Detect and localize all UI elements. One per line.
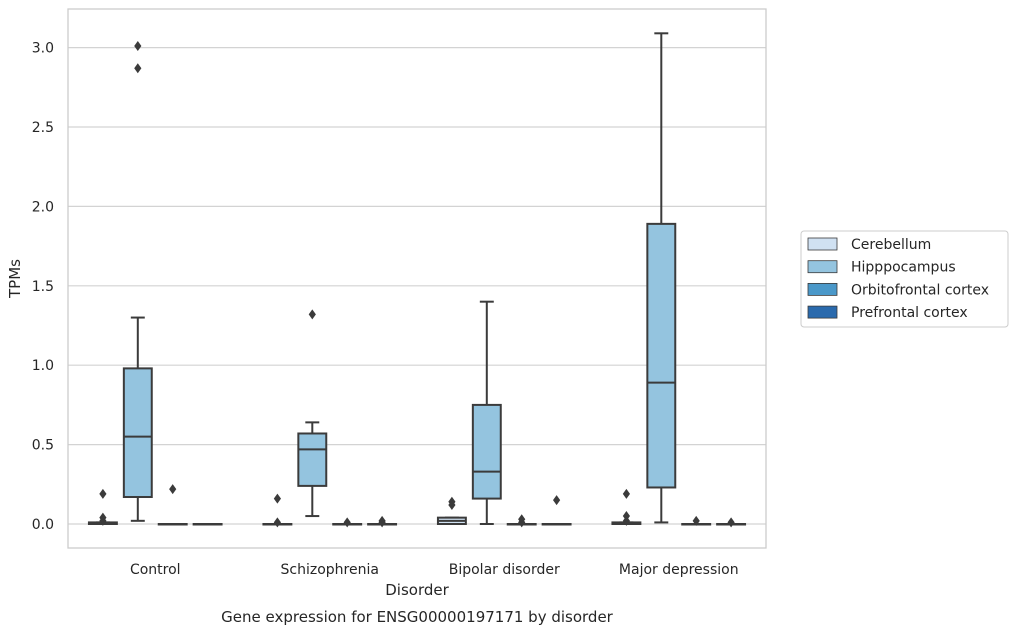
legend-swatch bbox=[807, 260, 838, 274]
series-orbitofrontal-cortex bbox=[157, 484, 712, 528]
y-axis-label: TPMs bbox=[6, 259, 24, 299]
x-tick-labels: Control Schizophrenia Bipolar disorder Majo… bbox=[130, 562, 739, 578]
y-tick-label: 3.0 bbox=[32, 41, 54, 57]
series-hipppocampus bbox=[122, 32, 677, 525]
box-major-depression bbox=[646, 32, 677, 524]
outlier-point bbox=[622, 488, 630, 499]
boxplot-series bbox=[87, 32, 747, 528]
outlier-point bbox=[273, 493, 281, 504]
chart-caption: Gene expression for ENSG00000197171 by d… bbox=[221, 608, 614, 626]
x-tick-label: Bipolar disorder bbox=[449, 562, 560, 578]
legend-frame bbox=[800, 230, 1009, 328]
y-tick-labels: 0.0 0.5 1.0 1.5 2.0 2.5 3.0 bbox=[32, 41, 54, 533]
legend-item: Cerebellum bbox=[807, 237, 931, 253]
legend-item: Hipppocampus bbox=[807, 260, 956, 276]
plot-frame bbox=[67, 8, 767, 549]
series-prefrontal-cortex bbox=[192, 495, 747, 528]
box-major-depression bbox=[681, 515, 712, 526]
legend-label: Cerebellum bbox=[851, 237, 931, 253]
outlier-point bbox=[134, 63, 142, 74]
box-schizophrenia bbox=[297, 309, 328, 518]
y-tick-label: 1.0 bbox=[32, 358, 54, 374]
box-bipolar-disorder bbox=[506, 514, 537, 528]
outlier-point bbox=[378, 517, 386, 528]
outlier-point bbox=[169, 484, 177, 495]
x-axis-label: Disorder bbox=[385, 581, 449, 599]
legend-swatch bbox=[807, 282, 838, 296]
box-schizophrenia bbox=[332, 517, 363, 528]
y-tick-label: 1.5 bbox=[32, 279, 54, 295]
legend-label: Orbitofrontal cortex bbox=[851, 282, 989, 298]
y-tick-label: 2.5 bbox=[32, 120, 54, 136]
legend-swatch bbox=[807, 237, 838, 251]
outlier-point bbox=[448, 499, 456, 510]
y-tick-label: 2.0 bbox=[32, 199, 54, 215]
legend: Cerebellum Hipppocampus Orbitofrontal cort… bbox=[800, 230, 1009, 328]
box-schizophrenia bbox=[367, 515, 398, 528]
x-tick-label: Schizophrenia bbox=[281, 562, 379, 578]
outlier-point bbox=[273, 517, 281, 528]
box-control bbox=[192, 523, 223, 526]
box-bipolar-disorder bbox=[471, 300, 502, 525]
outlier-point bbox=[622, 515, 630, 526]
legend-label: Hipppocampus bbox=[851, 260, 956, 276]
outlier-point bbox=[727, 517, 735, 528]
box-bipolar-disorder bbox=[541, 495, 572, 526]
x-tick-label: Major depression bbox=[619, 562, 739, 578]
box-control bbox=[87, 488, 118, 526]
series-cerebellum bbox=[87, 488, 642, 528]
box-body bbox=[471, 403, 502, 500]
box-control bbox=[122, 41, 153, 522]
legend-item: Orbitofrontal cortex bbox=[807, 282, 989, 298]
box-major-depression bbox=[716, 517, 747, 528]
grid-lines bbox=[68, 46, 766, 525]
box-schizophrenia bbox=[262, 493, 293, 528]
outlier-point bbox=[343, 517, 351, 528]
outlier-point bbox=[308, 309, 316, 320]
outlier-point bbox=[553, 495, 561, 506]
x-tick-label: Control bbox=[130, 562, 181, 578]
legend-item: Prefrontal cortex bbox=[807, 305, 968, 321]
legend-label: Prefrontal cortex bbox=[851, 305, 968, 321]
outlier-point bbox=[692, 515, 700, 526]
box-body bbox=[297, 432, 328, 487]
legend-swatch bbox=[807, 305, 838, 319]
outlier-point bbox=[99, 488, 107, 499]
box-major-depression bbox=[611, 488, 642, 526]
box-body bbox=[122, 367, 153, 499]
y-tick-label: 0.0 bbox=[32, 517, 54, 533]
box-body bbox=[646, 222, 677, 489]
box-control bbox=[157, 484, 188, 526]
box-bipolar-disorder bbox=[436, 496, 467, 526]
y-tick-label: 0.5 bbox=[32, 438, 54, 454]
outlier-point bbox=[134, 41, 142, 52]
outlier-point bbox=[518, 517, 526, 528]
outlier-point bbox=[99, 515, 107, 526]
